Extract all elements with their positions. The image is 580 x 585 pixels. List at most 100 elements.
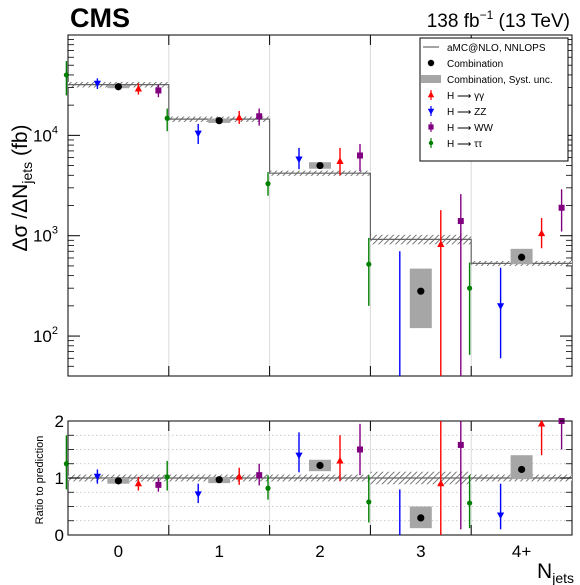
marker-ww bbox=[428, 124, 434, 130]
legend-label: H ⟶ ττ bbox=[447, 139, 482, 150]
marker-comb bbox=[427, 59, 435, 67]
marker-comb bbox=[417, 514, 425, 522]
lumi-exponent: −1 bbox=[480, 8, 494, 22]
marker-tautau bbox=[164, 474, 170, 480]
marker-tautau bbox=[366, 499, 372, 505]
series-zz bbox=[93, 432, 505, 535]
marker-tautau bbox=[467, 285, 473, 291]
marker-gamma bbox=[134, 479, 142, 487]
marker-comb bbox=[518, 465, 526, 474]
marker-comb bbox=[215, 117, 223, 125]
marker-zz bbox=[194, 130, 202, 138]
y-tick-label: 0 bbox=[55, 526, 64, 545]
legend-label: H ⟶ WW bbox=[447, 123, 494, 134]
legend-entry-tautau: H ⟶ ττ bbox=[428, 138, 482, 150]
marker-ww bbox=[256, 472, 263, 479]
x-tick-label: 4+ bbox=[512, 542, 531, 561]
series-tautau bbox=[63, 61, 473, 355]
marker-ww bbox=[558, 204, 565, 211]
marker-gamma bbox=[538, 419, 546, 427]
marker-ww bbox=[256, 113, 263, 120]
series-ww bbox=[155, 84, 565, 376]
marker-comb bbox=[518, 253, 526, 261]
ratio-y-axis-label: Ratio to prediction bbox=[34, 436, 46, 525]
marker-gamma bbox=[235, 472, 243, 480]
y-tick-exponent: 4 bbox=[52, 124, 58, 136]
marker-zz bbox=[93, 473, 101, 481]
marker-gamma bbox=[336, 456, 344, 464]
marker-zz bbox=[93, 80, 101, 88]
syst-box-comb bbox=[409, 268, 432, 329]
marker-ww bbox=[357, 152, 363, 159]
marker-tautau bbox=[428, 140, 434, 146]
energy-text: (13 TeV) bbox=[493, 11, 570, 32]
marker-zz bbox=[295, 452, 303, 460]
marker-zz bbox=[497, 303, 505, 310]
x-label-sub: jets bbox=[551, 570, 574, 585]
marker-gamma bbox=[427, 91, 435, 98]
legend-label: aMC@NLO, NNLOPS bbox=[447, 43, 546, 54]
legend: aMC@NLO, NNLOPS Combination Combination, S… bbox=[419, 37, 569, 162]
marker-tautau bbox=[63, 72, 69, 78]
marker-gamma bbox=[437, 240, 445, 247]
marker-ww bbox=[155, 481, 162, 488]
marker-zz bbox=[427, 108, 435, 115]
marker-gamma bbox=[538, 229, 546, 237]
legend-entry-gamma: H ⟶ γγ bbox=[427, 90, 484, 102]
legend-label: H ⟶ ZZ bbox=[447, 107, 486, 118]
series-comb bbox=[107, 455, 533, 529]
series-gamma bbox=[134, 419, 546, 535]
legend-entry-prediction: aMC@NLO, NNLOPS bbox=[423, 43, 546, 54]
x-tick-label: 1 bbox=[214, 542, 223, 561]
prediction-step-line bbox=[68, 84, 572, 264]
y-tick-label: 102 bbox=[33, 325, 58, 346]
marker-comb bbox=[114, 83, 122, 91]
marker-comb bbox=[316, 461, 324, 470]
series-ww bbox=[155, 418, 565, 530]
marker-comb bbox=[417, 287, 425, 295]
y-tick-base: 10 bbox=[33, 126, 52, 145]
marker-ww bbox=[457, 218, 464, 225]
x-tick-label: 3 bbox=[416, 542, 425, 561]
legend-entry-syst: Combination, Syst. unc. bbox=[421, 75, 553, 86]
marker-tautau bbox=[467, 500, 473, 506]
marker-zz bbox=[497, 512, 505, 520]
y-tick-label: 103 bbox=[33, 225, 58, 246]
luminosity-label: 138 fb−1 (13 TeV) bbox=[427, 8, 570, 32]
y-tick-base: 10 bbox=[33, 227, 52, 246]
y-tick-label: 1 bbox=[55, 469, 64, 488]
ratio-panel: 0 1 2 0 1 2 3 4+ bbox=[55, 412, 573, 561]
marker-comb bbox=[316, 161, 324, 170]
series-zz bbox=[93, 78, 505, 376]
series-tautau bbox=[63, 435, 473, 529]
legend-band-symbol bbox=[421, 75, 441, 83]
marker-ww bbox=[357, 446, 363, 453]
legend-entry-comb: Combination bbox=[427, 59, 503, 70]
y-tick-label: 2 bbox=[55, 412, 64, 431]
marker-ww bbox=[155, 87, 162, 94]
marker-tautau bbox=[265, 181, 271, 187]
x-tick-label: 2 bbox=[315, 542, 324, 561]
experiment-label: CMS bbox=[70, 3, 130, 33]
marker-zz bbox=[194, 491, 202, 499]
marker-tautau bbox=[164, 115, 170, 121]
main-y-label-part2: (fb) bbox=[9, 125, 32, 162]
marker-tautau bbox=[63, 461, 69, 467]
y-tick-exponent: 3 bbox=[52, 225, 58, 237]
main-y-axis-label: Δσ /ΔNjets (fb) bbox=[9, 125, 35, 252]
marker-gamma bbox=[134, 84, 142, 92]
y-tick-base: 10 bbox=[33, 327, 52, 346]
marker-tautau bbox=[265, 485, 271, 491]
legend-entry-ww: H ⟶ WW bbox=[428, 122, 494, 134]
marker-gamma bbox=[336, 157, 344, 165]
y-tick-exponent: 2 bbox=[52, 325, 58, 337]
legend-label: Combination bbox=[447, 59, 503, 70]
marker-tautau bbox=[366, 261, 372, 267]
marker-gamma bbox=[235, 113, 243, 121]
y-tick-label: 104 bbox=[33, 124, 58, 145]
legend-label: H ⟶ γγ bbox=[447, 91, 484, 102]
marker-comb bbox=[114, 477, 122, 485]
main-y-label-sub: jets bbox=[19, 162, 35, 185]
